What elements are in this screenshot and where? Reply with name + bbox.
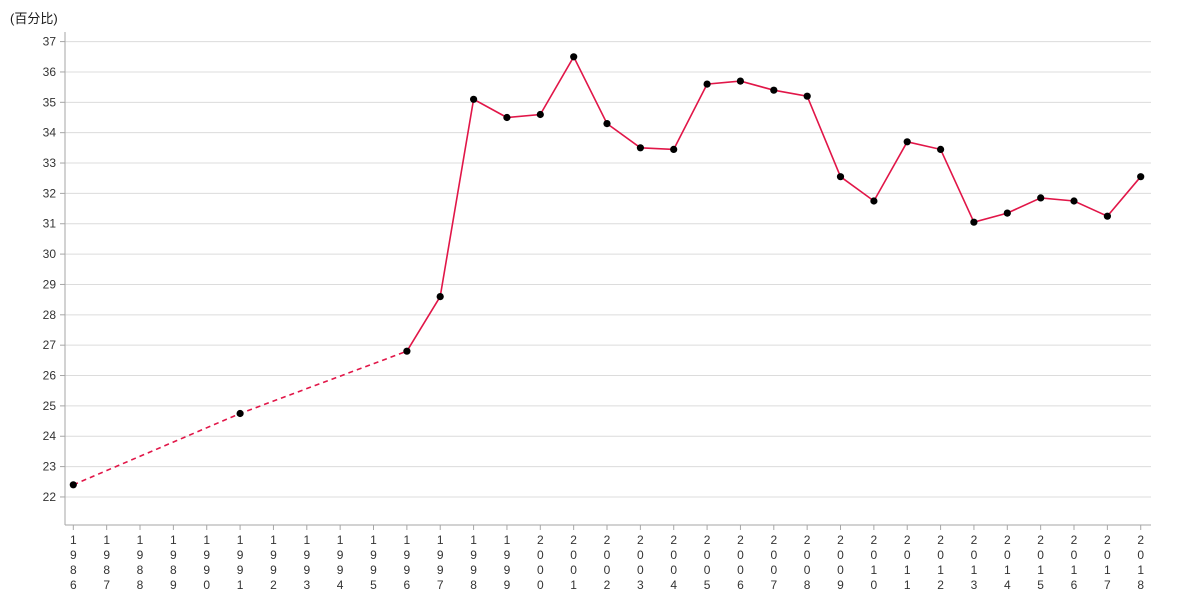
y-tick-label: 26 — [43, 369, 57, 383]
data-point — [69, 481, 77, 489]
y-tick-label: 25 — [43, 399, 57, 413]
data-point — [670, 145, 678, 153]
data-point — [870, 197, 878, 205]
data-point — [1137, 173, 1145, 181]
y-tick-label: 37 — [43, 35, 57, 49]
y-tick-label: 35 — [43, 95, 57, 109]
data-point — [503, 113, 511, 122]
y-tick-label: 27 — [43, 338, 57, 352]
series-line-solid — [406, 55, 1142, 352]
y-tick-label: 28 — [43, 308, 57, 322]
data-point — [636, 144, 645, 152]
data-point — [803, 92, 811, 100]
data-point — [1070, 197, 1078, 205]
data-point — [903, 138, 911, 146]
data-point — [937, 145, 945, 153]
y-tick-label: 29 — [43, 277, 57, 291]
series-line-dashed — [72, 350, 408, 486]
data-point — [236, 409, 244, 418]
data-point — [403, 347, 411, 355]
data-point — [1037, 194, 1045, 202]
data-point — [436, 293, 444, 301]
y-tick-label: 30 — [43, 247, 57, 261]
data-point — [770, 86, 778, 94]
y-axis-unit-label: (百分比) — [10, 11, 58, 26]
data-point — [836, 173, 845, 181]
y-tick-label: 36 — [43, 65, 57, 79]
data-point — [1003, 209, 1011, 217]
data-point — [703, 80, 711, 88]
data-point — [736, 77, 745, 85]
data-point — [1103, 212, 1111, 220]
y-tick-label: 24 — [43, 429, 57, 443]
data-point — [536, 110, 544, 119]
y-tick-label: 33 — [43, 156, 57, 170]
y-tick-label: 22 — [43, 490, 57, 504]
data-point — [603, 120, 611, 128]
data-point — [970, 218, 978, 226]
data-point — [570, 53, 578, 61]
y-tick-label: 23 — [43, 460, 57, 474]
y-tick-label: 32 — [43, 186, 57, 200]
y-tick-label: 34 — [43, 126, 57, 140]
data-point — [470, 95, 478, 103]
y-tick-label: 31 — [43, 217, 57, 231]
